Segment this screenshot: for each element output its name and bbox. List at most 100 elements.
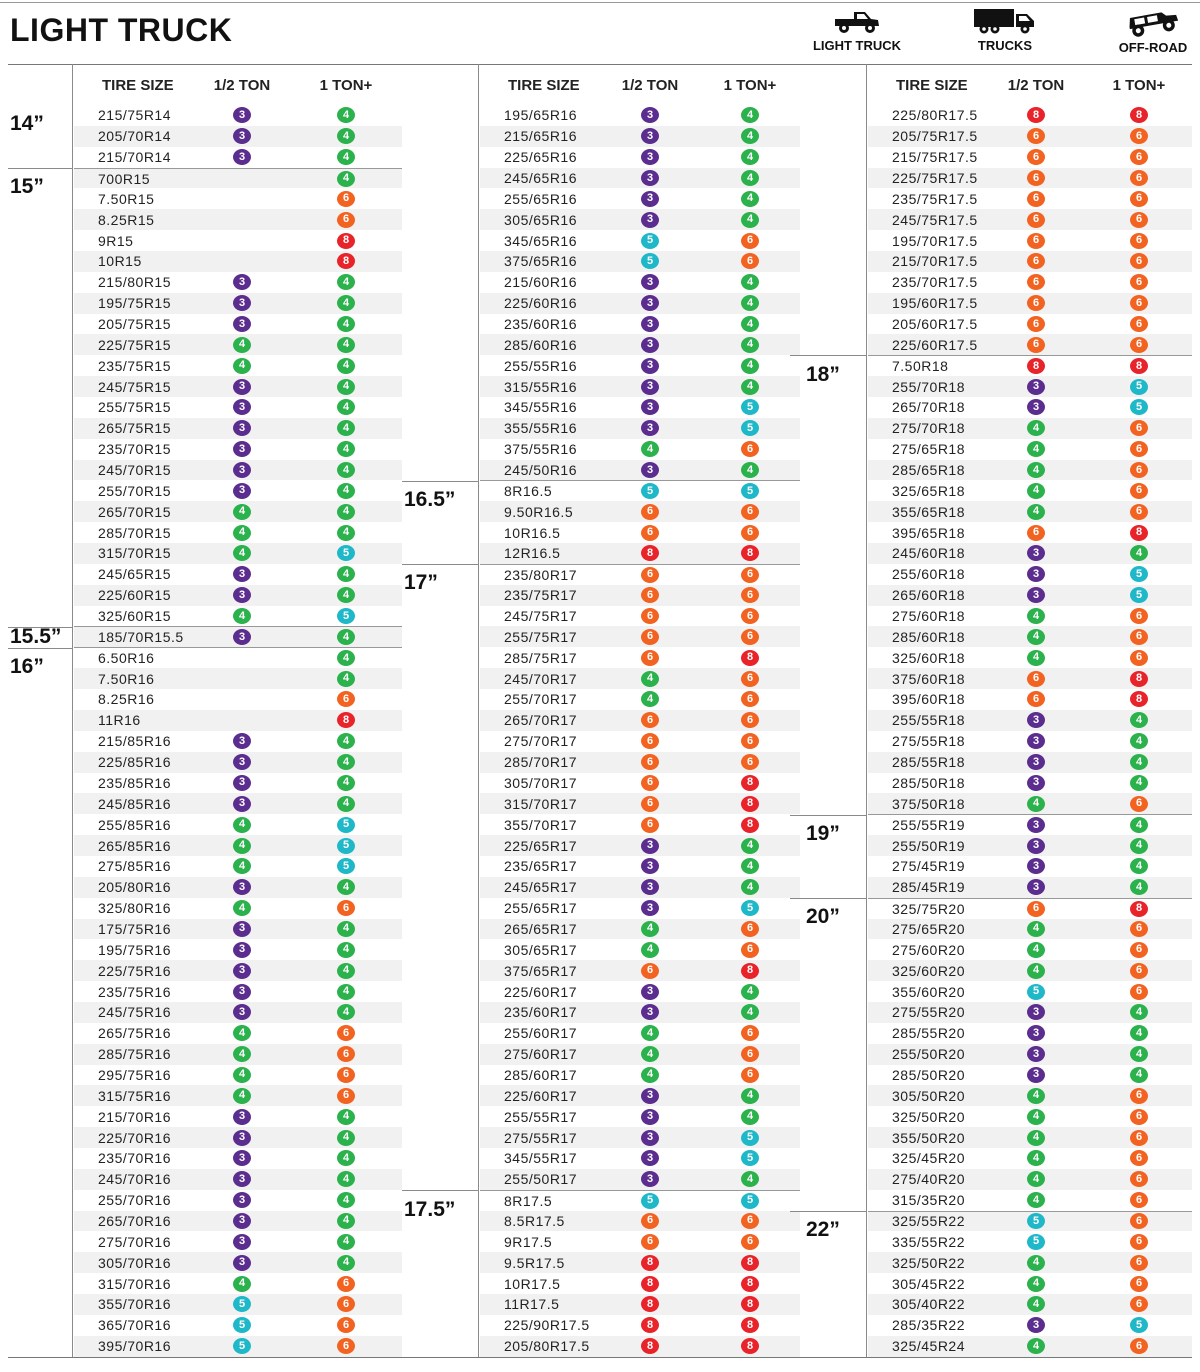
table-row: 255/55R18 3 4: [868, 709, 1192, 731]
tire-size: 265/85R16: [98, 837, 172, 854]
one-ton-rating-cell: 4: [700, 1004, 800, 1021]
one-ton-rating-badge: 5: [741, 1150, 759, 1167]
column-header: TIRE SIZE 1/2 TON 1 TON+: [868, 66, 1192, 105]
table-row: 205/80R17.5 8 8: [480, 1335, 800, 1357]
table-row: 255/55R19 3 4: [868, 814, 1192, 835]
group-divider: [790, 814, 866, 816]
one-ton-rating-badge: 6: [1130, 1296, 1148, 1313]
half-ton-rating-cell: 6: [986, 316, 1086, 333]
tire-size: 285/60R18: [892, 628, 966, 645]
tire-size: 8.5R17.5: [504, 1212, 565, 1229]
table-row: 215/85R16 3 4: [74, 731, 402, 752]
tire-size: 255/75R17: [504, 628, 578, 645]
one-ton-rating-badge: 4: [337, 629, 355, 646]
half-ton-rating-cell: 3: [194, 149, 290, 166]
half-ton-rating-badge: 3: [641, 420, 659, 437]
half-ton-rating-badge: 4: [1027, 482, 1045, 499]
half-ton-rating-cell: 8: [600, 1296, 700, 1313]
half-ton-rating-badge: 3: [641, 336, 659, 353]
one-ton-rating-cell: 4: [1086, 858, 1192, 875]
table-row: 255/70R18 3 5: [868, 376, 1192, 398]
one-ton-rating-cell: 4: [700, 295, 800, 312]
tire-size: 275/65R20: [892, 920, 966, 937]
one-ton-rating-badge: 4: [337, 503, 355, 520]
one-ton-rating-cell: 4: [700, 837, 800, 854]
tire-size: 325/80R16: [98, 900, 172, 917]
half-ton-rating-cell: 4: [986, 941, 1086, 958]
half-ton-rating-badge: 3: [1027, 1025, 1045, 1042]
tire-size: 205/75R17.5: [892, 128, 978, 145]
one-ton-rating-cell: 4: [290, 1171, 402, 1188]
one-ton-rating-badge: 4: [1130, 1025, 1148, 1042]
half-ton-rating-cell: 5: [600, 232, 700, 249]
one-ton-rating-badge: 6: [1130, 128, 1148, 145]
one-ton-rating-badge: 6: [741, 524, 759, 541]
table-row: 275/60R18 4 6: [868, 606, 1192, 627]
half-ton-rating-badge: 4: [1027, 795, 1045, 812]
table-row: 345/65R16 5 6: [480, 230, 800, 251]
half-ton-rating-cell: 6: [986, 336, 1086, 353]
half-ton-rating-cell: 3: [600, 837, 700, 854]
one-ton-rating-badge: 5: [741, 420, 759, 437]
one-ton-rating-cell: 8: [1086, 900, 1192, 917]
one-ton-rating-cell: 6: [1086, 232, 1192, 249]
tire-size: 245/65R16: [504, 170, 578, 186]
one-ton-rating-cell: 6: [290, 1317, 402, 1334]
one-ton-rating-badge: 4: [1130, 879, 1148, 896]
table-row: 285/75R16 4 6: [74, 1043, 402, 1065]
half-ton-rating-cell: 3: [600, 420, 700, 437]
table-row: 275/70R16 3 4: [74, 1231, 402, 1252]
tire-size: 325/60R18: [892, 649, 966, 666]
table-row: 325/60R18 4 6: [868, 647, 1192, 668]
tire-size: 275/60R17: [504, 1046, 578, 1063]
table-row: 205/70R14 3 4: [74, 125, 402, 147]
tire-size: 215/70R17.5: [892, 253, 978, 270]
table-row: 700R15 4: [74, 167, 402, 189]
table-row: 275/40R20 4 6: [868, 1168, 1192, 1190]
half-ton-rating-badge: 6: [1027, 170, 1045, 186]
table-row: 255/65R17 3 5: [480, 898, 800, 919]
header-one: 1 TON+: [1112, 77, 1166, 94]
rim-size-label: 22”: [806, 1218, 840, 1242]
one-ton-rating-cell: 4: [290, 733, 402, 750]
tire-size: 275/60R20: [892, 941, 966, 958]
half-ton-rating-cell: 4: [194, 545, 290, 562]
half-ton-rating-badge: 3: [233, 107, 251, 124]
half-ton-rating-badge: 3: [233, 941, 251, 958]
one-ton-rating-cell: 4: [290, 879, 402, 896]
one-ton-rating-badge: 4: [337, 879, 355, 896]
tire-size: 255/65R16: [504, 190, 578, 207]
one-ton-rating-badge: 4: [1130, 858, 1148, 875]
one-ton-rating-cell: 5: [290, 837, 402, 854]
one-ton-rating-cell: 6: [1086, 274, 1192, 291]
half-ton-rating-badge: 6: [1027, 232, 1045, 249]
tire-size: 275/45R19: [892, 858, 966, 875]
one-ton-rating-cell: 4: [290, 650, 402, 667]
table-row: 375/65R16 5 6: [480, 251, 800, 272]
half-ton-rating-cell: 3: [194, 1108, 290, 1125]
one-ton-rating-badge: 4: [741, 1004, 759, 1021]
table-row: 265/65R17 4 6: [480, 918, 800, 940]
table-row: 215/75R17.5 6 6: [868, 147, 1192, 168]
one-ton-rating-badge: 4: [337, 1212, 355, 1229]
half-ton-rating-badge: 3: [1027, 378, 1045, 395]
half-ton-rating-badge: 6: [641, 503, 659, 520]
table-row: 12R16.5 8 8: [480, 543, 800, 564]
half-ton-rating-badge: 5: [1027, 1213, 1045, 1230]
half-ton-rating-badge: 3: [233, 1254, 251, 1271]
one-ton-rating-cell: 4: [700, 462, 800, 479]
tire-size: 225/70R16: [98, 1129, 172, 1146]
group-divider: [790, 355, 866, 357]
table-row: 295/75R16 4 6: [74, 1065, 402, 1086]
half-ton-rating-cell: 3: [600, 128, 700, 145]
table-row: 325/80R16 4 6: [74, 898, 402, 919]
half-ton-rating-badge: 6: [1027, 211, 1045, 228]
one-ton-rating-badge: 4: [337, 378, 355, 395]
one-ton-rating-cell: 5: [1086, 1317, 1192, 1334]
one-ton-rating-badge: 6: [1130, 1213, 1148, 1230]
one-ton-rating-badge: 4: [337, 357, 355, 374]
half-ton-rating-cell: 5: [986, 1233, 1086, 1250]
table-row: 325/60R15 4 5: [74, 606, 402, 627]
one-ton-rating-badge: 4: [1130, 1046, 1148, 1063]
table-row: 235/80R17 6 6: [480, 563, 800, 585]
